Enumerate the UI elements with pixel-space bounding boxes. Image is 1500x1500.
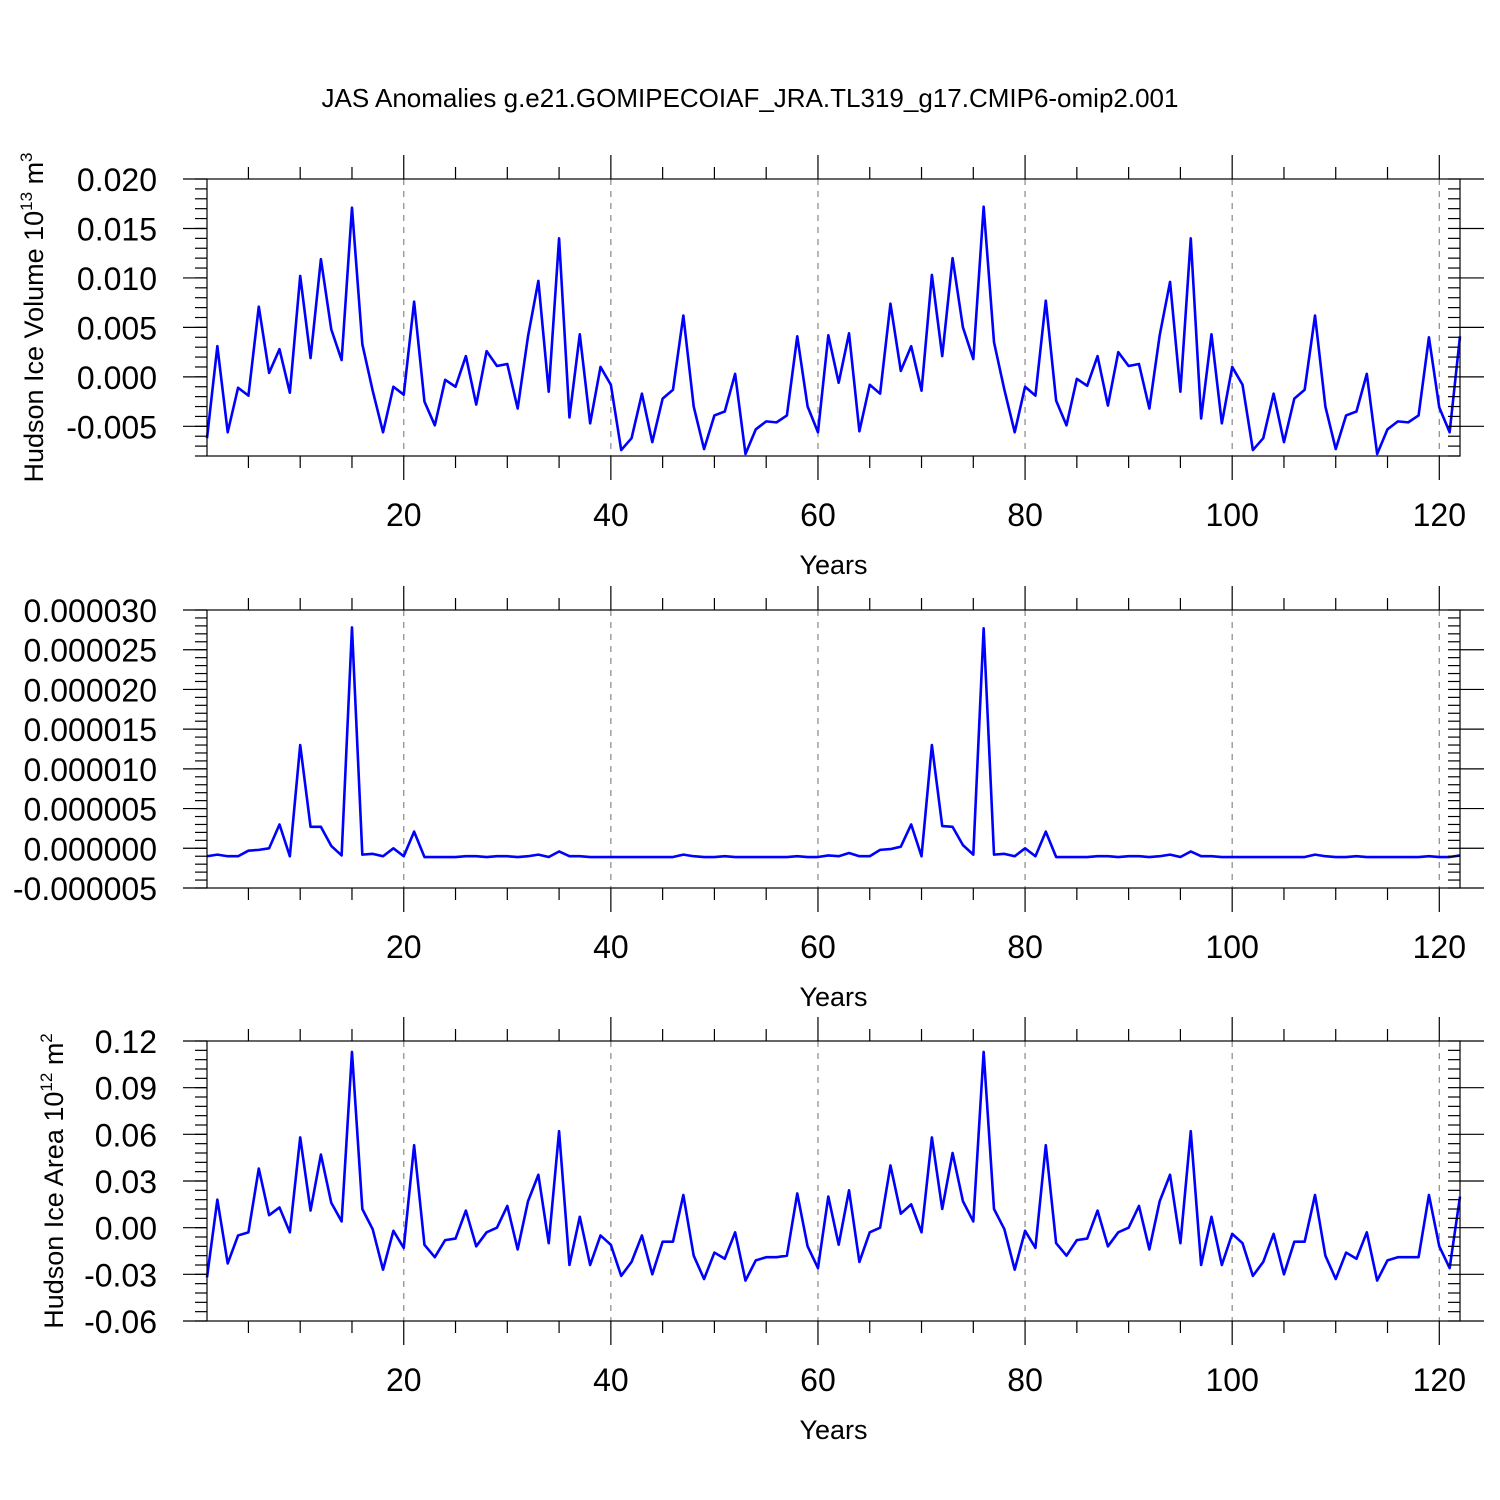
x-tick-label: 120 <box>1413 1362 1466 1398</box>
x-tick-label: 80 <box>1007 1362 1043 1398</box>
y-tick-label: 0.005 <box>77 310 157 346</box>
y-tick-label: 0.015 <box>77 211 157 247</box>
x-tick-label: 40 <box>593 497 629 533</box>
y-tick-label: -0.06 <box>84 1304 157 1340</box>
x-axis-label: Years <box>799 1415 867 1445</box>
x-tick-label: 20 <box>386 497 422 533</box>
y-tick-label: 0.000 <box>77 360 157 396</box>
y-tick-label: -0.005 <box>66 409 157 445</box>
x-tick-label: 20 <box>386 929 422 965</box>
y-tick-label: 0.000005 <box>24 792 157 828</box>
y-tick-label: 0.010 <box>77 261 157 297</box>
x-tick-label: 20 <box>386 1362 422 1398</box>
panel-area: 20 40 60 80 100 120 Years 0.12 0.09 0.06 0.03 0.00 -… <box>37 1017 1484 1445</box>
y-tick-label: -0.000005 <box>13 871 157 907</box>
x-tick-label: 80 <box>1007 497 1043 533</box>
y-tick-label: 0.000010 <box>24 752 157 788</box>
y-tick-label: 0.000015 <box>24 712 157 748</box>
y-tick-label: 0.00 <box>95 1211 157 1247</box>
x-tick-label: 40 <box>593 929 629 965</box>
x-axis-label: Years <box>799 550 867 580</box>
y-tick-label: 0.06 <box>95 1117 157 1153</box>
x-tick-label: 80 <box>1007 929 1043 965</box>
y-tick-label: 0.020 <box>77 162 157 198</box>
panel-middle: 20 40 60 80 100 120Years0.0000300.0000250.000… <box>13 586 1484 1012</box>
x-tick-label: 100 <box>1205 497 1258 533</box>
x-tick-label: 60 <box>800 929 836 965</box>
y-axis-label: Hudson Ice Volume 1013 m3 <box>17 152 49 482</box>
x-tick-label: 100 <box>1205 929 1258 965</box>
x-tick-label: 40 <box>593 1362 629 1398</box>
panels: 20 40 60 80 100 120 Years 0.020 0.015 0.010 0.005 0… <box>13 152 1484 1445</box>
plot-frame <box>206 609 1461 889</box>
y-tick-label: 0.000020 <box>24 672 157 708</box>
x-tick-label: 60 <box>800 497 836 533</box>
series-line <box>205 1050 1462 1282</box>
panel-volume: 20 40 60 80 100 120 Years 0.020 0.015 0.010 0.005 0… <box>17 152 1484 580</box>
x-tick-label: 120 <box>1413 497 1466 533</box>
figure-title: JAS Anomalies g.e21.GOMIPECOIAF_JRA.TL31… <box>322 83 1179 113</box>
series-line <box>205 205 1462 456</box>
y-axis-label: Hudson Ice Area 1012 m2 <box>37 1033 69 1329</box>
y-tick-label: 0.12 <box>95 1024 157 1060</box>
y-tick-label: 0.000000 <box>24 831 157 867</box>
y-tick-label: -0.03 <box>84 1257 157 1293</box>
y-tick-label: 0.000025 <box>24 633 157 669</box>
series-line <box>206 626 1461 859</box>
y-tick-label: 0.09 <box>95 1071 157 1107</box>
y-tick-label: 0.000030 <box>24 593 157 629</box>
x-tick-label: 120 <box>1413 929 1466 965</box>
x-tick-label: 100 <box>1205 1362 1258 1398</box>
x-axis-label: Years <box>799 982 867 1012</box>
y-tick-label: 0.03 <box>95 1164 157 1200</box>
x-tick-label: 60 <box>800 1362 836 1398</box>
